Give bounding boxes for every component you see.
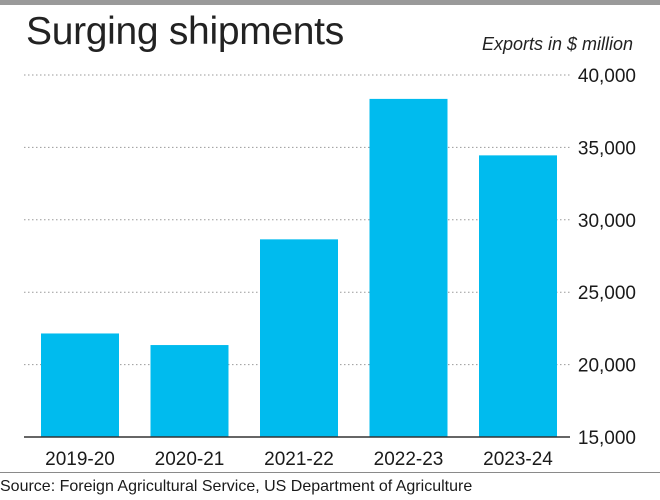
source-note: Source: Foreign Agricultural Service, US… [0,478,473,495]
chart-title: Surging shipments [26,10,344,53]
x-tick-label: 2020-21 [155,449,225,470]
bar [369,98,448,437]
y-tick-label: 30,000 [578,211,636,232]
top-rule [0,0,660,5]
y-tick-label: 40,000 [578,66,636,87]
bar-chart: 15,000 20,000 25,000 30,000 35,000 40,000 2019… [24,66,636,470]
y-tick-label: 20,000 [578,356,636,377]
bar [41,333,119,437]
y-tick-label: 25,000 [578,283,636,304]
x-tick-label: 2022-23 [374,449,444,470]
x-tick-label: 2023-24 [483,449,553,470]
x-tick-label: 2019-20 [45,449,115,470]
x-tick-label: 2021-22 [264,449,334,470]
bar [150,345,229,437]
bottom-rule [0,472,660,473]
y-tick-label: 35,000 [578,138,636,159]
bar [479,155,557,437]
unit-label: Exports in $ million [481,34,633,54]
y-tick-label: 15,000 [578,428,636,449]
bar [260,239,338,437]
